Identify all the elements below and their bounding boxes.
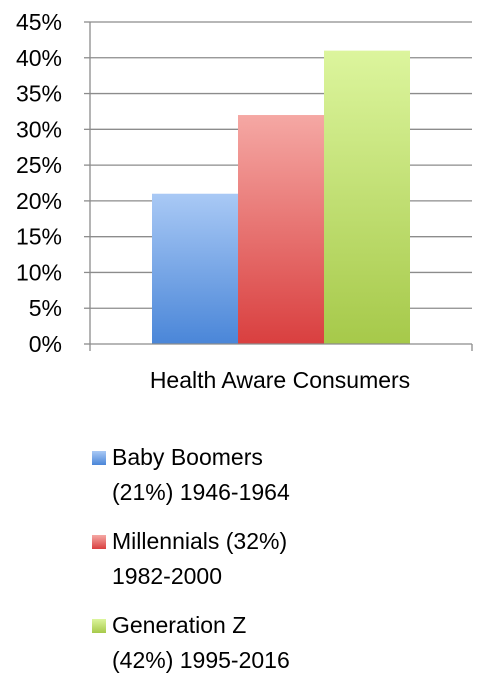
bar-1 — [152, 193, 238, 344]
legend-item-baby-boomers: Baby Boomers (21%) 1946-1964 — [92, 440, 472, 510]
y-tick-label: 45% — [16, 9, 62, 35]
legend: Baby Boomers (21%) 1946-1964 Millennials… — [92, 440, 472, 692]
y-tick-label: 5% — [29, 295, 62, 321]
legend-label-line: Generation Z — [112, 612, 247, 638]
axes — [84, 21, 473, 351]
bar-3 — [324, 50, 410, 344]
legend-label-line: 1982-2000 — [112, 563, 222, 589]
x-axis-category-label: Health Aware Consumers — [150, 367, 410, 393]
y-tick-label: 10% — [16, 259, 62, 285]
y-tick-label: 25% — [16, 152, 62, 178]
y-tick-label: 35% — [16, 81, 62, 107]
y-tick-label: 0% — [29, 331, 62, 357]
legend-swatch-baby-boomers — [92, 451, 106, 465]
y-tick-labels: 0% 5% 10% 15% 20% 25% 30% 35% 40% 45% — [16, 9, 62, 357]
legend-label-line: Baby Boomers — [112, 444, 263, 470]
legend-item-generation-z: Generation Z (42%) 1995-2016 — [92, 608, 472, 678]
legend-swatch-generation-z — [92, 619, 106, 633]
y-tick-label: 40% — [16, 45, 62, 71]
y-tick-label: 30% — [16, 116, 62, 142]
bars — [152, 50, 410, 345]
legend-label-line: Millennials (32%) — [112, 528, 288, 554]
bar-chart: 0% 5% 10% 15% 20% 25% 30% 35% 40% 45% Health Awar… — [16, 9, 473, 393]
legend-label-line: (21%) 1946-1964 — [112, 479, 290, 505]
y-tick-label: 20% — [16, 188, 62, 214]
bar-2 — [238, 115, 324, 345]
legend-swatch-millennials — [92, 535, 106, 549]
y-tick-label: 15% — [16, 224, 62, 250]
legend-item-millennials: Millennials (32%) 1982-2000 — [92, 524, 472, 594]
legend-label-line: (42%) 1995-2016 — [112, 647, 290, 673]
